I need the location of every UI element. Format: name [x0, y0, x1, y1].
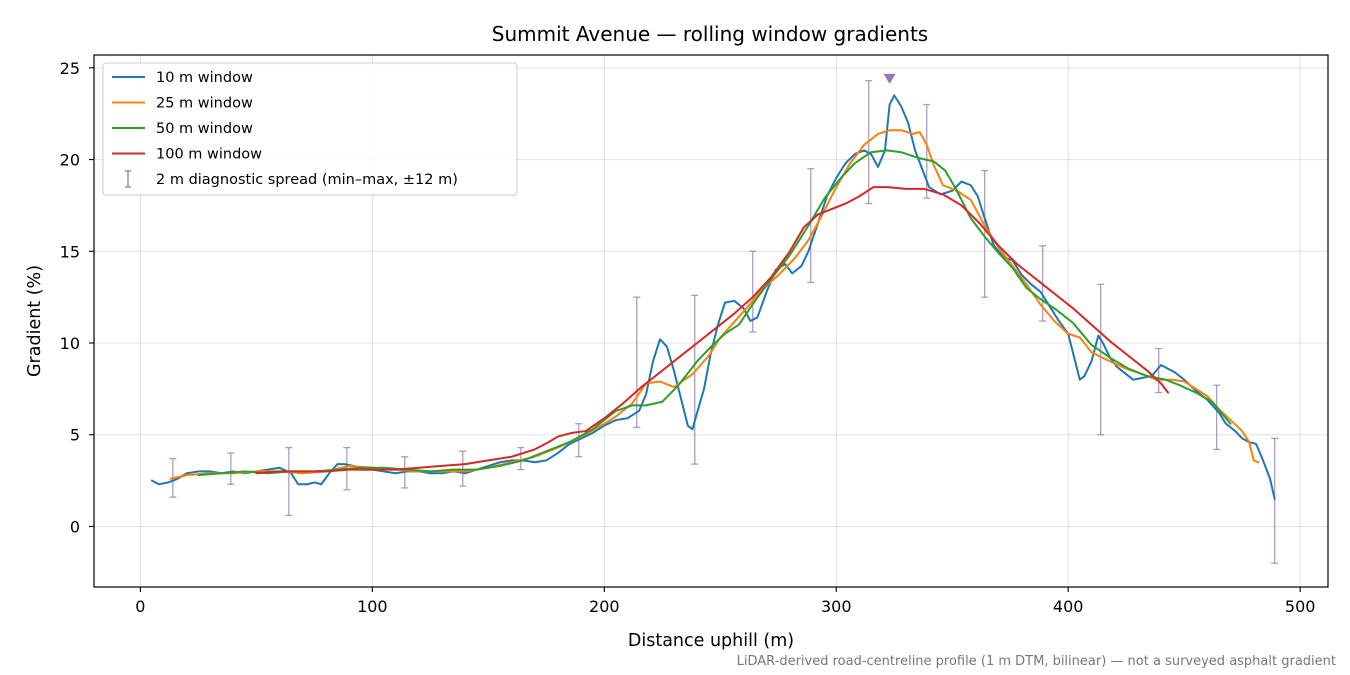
x-tick-label: 200 — [589, 597, 620, 616]
footnote: LiDAR-derived road-centreline profile (1… — [737, 654, 1336, 669]
legend-label: 10 m window — [156, 70, 253, 86]
chart-title: Summit Avenue — rolling window gradients — [492, 22, 928, 46]
y-tick-label: 10 — [60, 334, 80, 353]
y-tick-label: 15 — [60, 242, 80, 261]
series-line-4 — [255, 186, 1169, 475]
y-tick-label: 25 — [60, 59, 80, 78]
error-bar — [1271, 437, 1279, 564]
legend-box — [102, 62, 518, 196]
legend: 10 m window 25 m window 50 m window 100 m w… — [102, 62, 518, 196]
error-bar — [227, 452, 235, 485]
legend-label: 50 m window — [156, 121, 253, 137]
error-bar — [1097, 283, 1105, 436]
x-tick-label: 0 — [135, 597, 145, 616]
plot-frame — [93, 54, 1329, 588]
series-lines — [150, 94, 1276, 500]
series-line-3 — [197, 149, 1232, 477]
legend-label: 25 m window — [156, 96, 253, 112]
x-ticks: 0 100 200 300 400 500 — [135, 587, 1315, 616]
error-bar — [517, 446, 525, 471]
y-tick-label: 20 — [60, 151, 80, 170]
y-tick-label: 5 — [70, 426, 80, 445]
peak-marker-layer — [883, 73, 896, 84]
error-bar — [1155, 347, 1163, 394]
error-bar — [981, 169, 989, 298]
error-bar — [1213, 384, 1221, 451]
error-bar — [285, 446, 293, 517]
peak-marker — [883, 73, 896, 84]
y-ticks: 0 5 10 15 20 25 — [60, 59, 94, 536]
error-bar — [807, 168, 815, 284]
x-axis-label: Distance uphill (m) — [628, 631, 794, 651]
legend-label: 2 m diagnostic spread (min–max, ±12 m) — [156, 172, 458, 188]
y-tick-label: 0 — [70, 517, 80, 536]
legend-entries: 10 m window 25 m window 50 m window 100 m w… — [112, 70, 458, 188]
legend-label: 100 m window — [156, 147, 262, 163]
error-bar — [691, 294, 699, 465]
x-tick-label: 400 — [1053, 597, 1084, 616]
error-bar — [749, 250, 757, 333]
x-tick-label: 500 — [1285, 597, 1316, 616]
x-tick-label: 100 — [357, 597, 388, 616]
x-tick-label: 300 — [821, 597, 852, 616]
y-axis-label: Gradient (%) — [25, 265, 45, 377]
legend-swatch — [125, 170, 131, 188]
